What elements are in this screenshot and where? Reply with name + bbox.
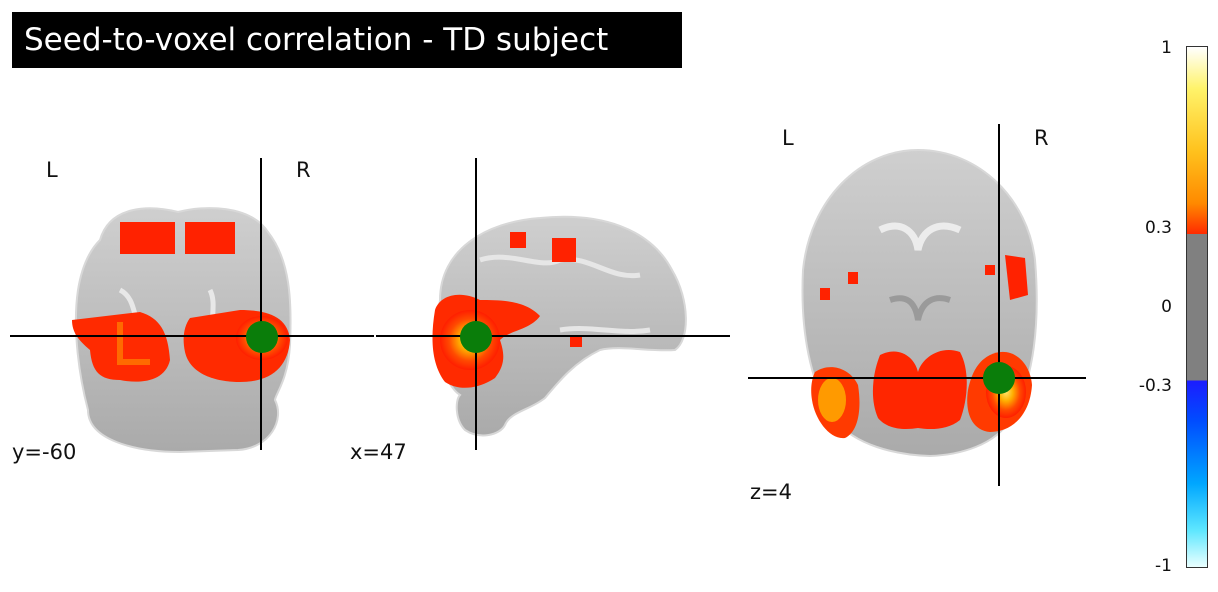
seed-marker-coronal (246, 321, 278, 353)
coronal-right-label: R (296, 158, 311, 182)
sagittal-cut-label: x=47 (350, 440, 407, 464)
colorbar-tick-threshold-pos: 0.3 (1132, 218, 1172, 238)
colorbar-tick-max: 1 (1132, 38, 1172, 58)
axial-right-label: R (1034, 126, 1049, 150)
colorbar (1186, 46, 1208, 568)
axial-left-label: L (782, 126, 794, 150)
seed-marker-sagittal (460, 321, 492, 353)
coronal-slice (10, 158, 374, 452)
coronal-cut-label: y=-60 (12, 440, 76, 464)
axial-slice (748, 124, 1086, 486)
seed-marker-axial (983, 362, 1015, 394)
sagittal-slice (376, 158, 730, 450)
axial-cut-label: z=4 (750, 480, 792, 504)
colorbar-tick-zero: 0 (1132, 297, 1172, 317)
coronal-left-label: L (46, 158, 58, 182)
colorbar-tick-threshold-neg: -0.3 (1132, 376, 1172, 396)
colorbar-tick-min: -1 (1132, 556, 1172, 576)
